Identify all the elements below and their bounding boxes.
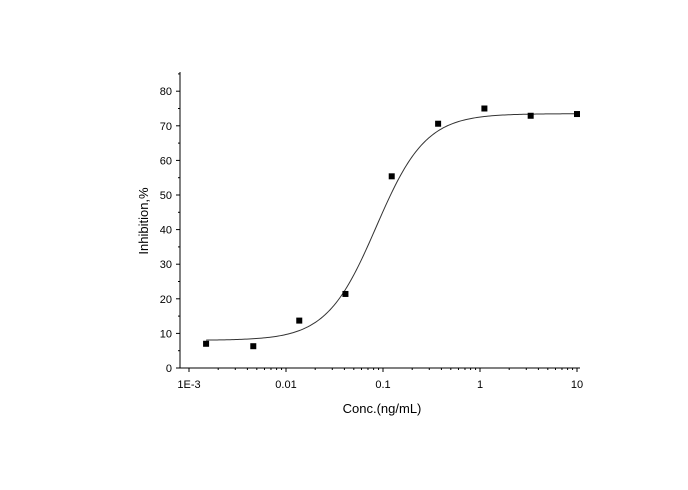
plot-area [203,105,580,350]
data-point [574,111,580,118]
data-point [481,105,488,112]
y-tick-label: 0 [166,363,172,375]
y-tick-label: 40 [160,225,172,237]
data-point [388,173,395,180]
x-tick-label: 1E-3 [177,379,200,391]
x-axis: 1E-3 0.01 0.1 1 10 [177,367,583,391]
data-point [342,290,349,297]
data-point [250,343,257,350]
data-point [296,317,303,324]
y-tick-label: 70 [160,121,172,133]
y-tick-label: 20 [160,294,172,306]
x-tick-label: 1 [477,379,483,391]
x-tick-label: 0.01 [275,379,296,391]
x-ticks: 1E-3 0.01 0.1 1 10 [177,368,583,391]
data-point [527,112,534,119]
y-ticks: 0 10 20 30 40 50 60 70 80 [160,73,180,375]
x-tick-label: 10 [571,379,583,391]
data-points [203,105,580,350]
y-tick-label: 30 [160,259,172,271]
x-axis-title: Conc.(ng/mL) [343,401,422,416]
data-point [435,120,442,127]
y-axis-title: Inhibition,% [136,187,151,255]
y-tick-label: 80 [160,86,172,98]
fit-curve [206,113,577,341]
y-axis: 0 10 20 30 40 50 60 70 80 [160,72,181,375]
x-tick-label: 0.1 [375,379,390,391]
y-tick-label: 60 [160,155,172,167]
y-tick-label: 10 [160,328,172,340]
data-point [203,340,210,347]
y-tick-label: 50 [160,190,172,202]
